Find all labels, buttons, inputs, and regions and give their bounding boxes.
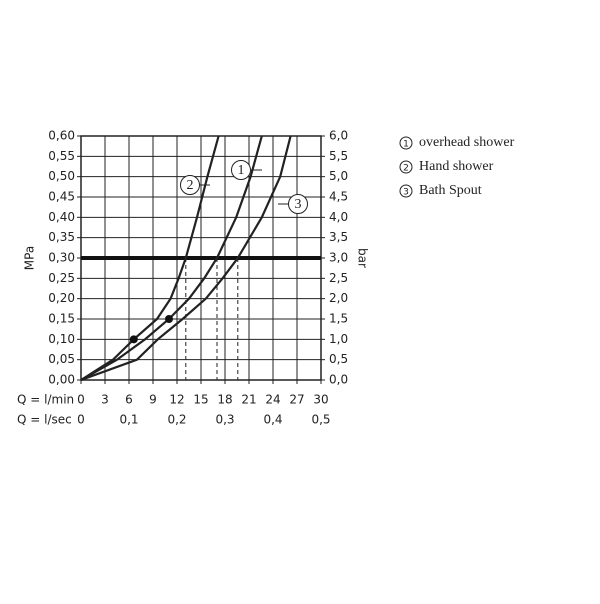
point <box>129 335 138 344</box>
y-tick-label: 0,05 <box>48 352 75 366</box>
y2-tick-label: 2,0 <box>329 291 348 305</box>
legend-label: overhead shower <box>419 135 515 150</box>
x-tick-label: 0 <box>77 393 85 407</box>
x2-tick-label: 0,5 <box>311 413 330 427</box>
legend-marker <box>399 184 413 198</box>
x-tick-label: 27 <box>289 393 304 407</box>
y-axis-label: MPa <box>23 246 37 270</box>
legend-marker-label: 3 <box>403 188 409 198</box>
y2-tick-label: 1,5 <box>329 312 348 326</box>
y2-tick-label: 0,0 <box>329 373 348 387</box>
y-tick-label: 0,15 <box>48 312 75 326</box>
y-tick-label: 0,55 <box>48 149 75 163</box>
y-tick-label: 0,45 <box>48 190 75 204</box>
y-tick-label: 0,25 <box>48 271 75 285</box>
y2-tick-label: 5,0 <box>329 169 348 183</box>
callout-circle <box>231 160 251 180</box>
x-tick-label: 30 <box>313 393 328 407</box>
legend-marker-label: 1 <box>403 140 409 150</box>
x2-tick-label: 0 <box>77 413 85 427</box>
x-tick-label: 18 <box>217 393 232 407</box>
y-tick-label: 0,20 <box>48 291 75 305</box>
callout-label: 2 <box>187 178 194 193</box>
curve <box>80 135 263 381</box>
y2-tick-label: 4,5 <box>329 190 348 204</box>
callout-circle <box>288 194 308 214</box>
y2-tick-label: 1,0 <box>329 332 348 346</box>
y2-tick-label: 6,0 <box>329 129 348 143</box>
y-tick-label: 0,60 <box>48 129 75 143</box>
y-tick-label: 0,35 <box>48 230 75 244</box>
x-tick-label: 6 <box>125 393 133 407</box>
point <box>165 315 173 323</box>
y2-tick-label: 0,5 <box>329 352 348 366</box>
x2-tick-label: 0,3 <box>215 413 234 427</box>
legend-label: Bath Spout <box>419 183 482 198</box>
legend-label: Hand shower <box>419 159 494 174</box>
y-tick-label: 0,10 <box>48 332 75 346</box>
curve <box>80 135 292 382</box>
curve <box>80 135 220 381</box>
x-tick-label: 24 <box>265 393 280 407</box>
x-tick-label: 21 <box>241 393 256 407</box>
y2-tick-label: 3,5 <box>329 230 348 244</box>
legend-marker <box>399 160 413 174</box>
y2-axis-label: bar <box>356 248 370 268</box>
callout-circle <box>180 175 200 195</box>
x-tick-label: 12 <box>169 393 184 407</box>
y2-tick-label: 3,0 <box>329 251 348 265</box>
y-tick-label: 0,30 <box>48 251 75 265</box>
y-tick-label: 0,40 <box>48 210 75 224</box>
x2-axis-label: Q = l/sec <box>17 413 72 427</box>
x-tick-label: 9 <box>149 393 157 407</box>
y2-tick-label: 4,0 <box>329 210 348 224</box>
x-tick-label: 3 <box>101 393 109 407</box>
x-tick-label: 15 <box>193 393 208 407</box>
y2-tick-label: 2,5 <box>329 271 348 285</box>
x-axis-label: Q = l/min <box>17 393 74 407</box>
legend-marker <box>399 136 413 150</box>
x2-tick-label: 0,1 <box>119 413 138 427</box>
y2-tick-label: 5,5 <box>329 149 348 163</box>
legend-marker-label: 2 <box>403 164 409 174</box>
x2-tick-label: 0,2 <box>167 413 186 427</box>
callout-label: 3 <box>295 197 302 212</box>
y-tick-label: 0,50 <box>48 169 75 183</box>
callout-label: 1 <box>238 163 245 178</box>
y-tick-label: 0,00 <box>48 373 75 387</box>
x2-tick-label: 0,4 <box>263 413 282 427</box>
